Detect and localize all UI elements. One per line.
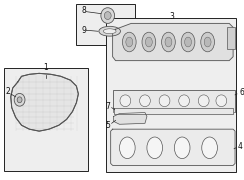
Ellipse shape xyxy=(104,12,111,19)
Text: 7: 7 xyxy=(106,102,111,111)
Ellipse shape xyxy=(126,37,133,47)
Bar xyxy=(106,17,236,172)
Ellipse shape xyxy=(145,37,152,47)
Ellipse shape xyxy=(204,37,211,47)
Ellipse shape xyxy=(201,32,214,52)
Bar xyxy=(4,68,88,171)
Ellipse shape xyxy=(165,37,172,47)
Ellipse shape xyxy=(198,95,209,107)
Bar xyxy=(113,90,235,112)
Ellipse shape xyxy=(103,29,116,34)
Ellipse shape xyxy=(99,26,121,36)
Text: 2: 2 xyxy=(5,87,10,96)
Text: 9: 9 xyxy=(81,26,86,35)
Ellipse shape xyxy=(147,137,163,159)
Ellipse shape xyxy=(17,97,22,103)
Ellipse shape xyxy=(122,32,136,52)
Ellipse shape xyxy=(120,137,135,159)
Polygon shape xyxy=(113,23,233,61)
Text: 4: 4 xyxy=(238,142,243,151)
Ellipse shape xyxy=(216,95,227,107)
Ellipse shape xyxy=(142,32,156,52)
Ellipse shape xyxy=(159,95,170,107)
Text: 5: 5 xyxy=(106,121,111,130)
Polygon shape xyxy=(114,112,147,124)
Ellipse shape xyxy=(185,37,192,47)
Ellipse shape xyxy=(120,95,131,107)
Text: 3: 3 xyxy=(169,12,174,21)
Ellipse shape xyxy=(162,32,175,52)
Ellipse shape xyxy=(101,8,115,23)
Text: 1: 1 xyxy=(44,63,48,72)
Bar xyxy=(227,27,235,49)
Ellipse shape xyxy=(181,32,195,52)
Text: 6: 6 xyxy=(240,88,244,97)
Ellipse shape xyxy=(202,137,217,159)
Polygon shape xyxy=(11,73,78,131)
Ellipse shape xyxy=(14,93,25,106)
Ellipse shape xyxy=(179,95,190,107)
Bar xyxy=(76,4,135,45)
Polygon shape xyxy=(111,129,235,165)
Ellipse shape xyxy=(174,137,190,159)
Polygon shape xyxy=(114,108,233,114)
Ellipse shape xyxy=(140,95,150,107)
Text: 8: 8 xyxy=(81,6,86,15)
